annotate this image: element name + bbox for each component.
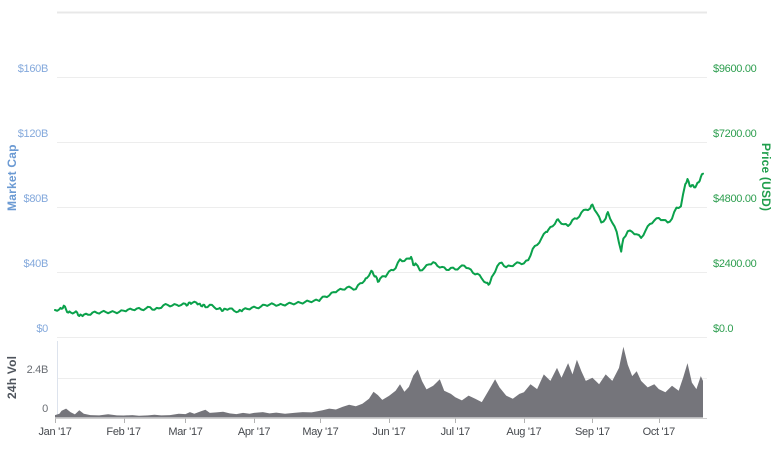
price-line[interactable]	[54, 172, 704, 318]
volume-area[interactable]	[55, 346, 703, 418]
